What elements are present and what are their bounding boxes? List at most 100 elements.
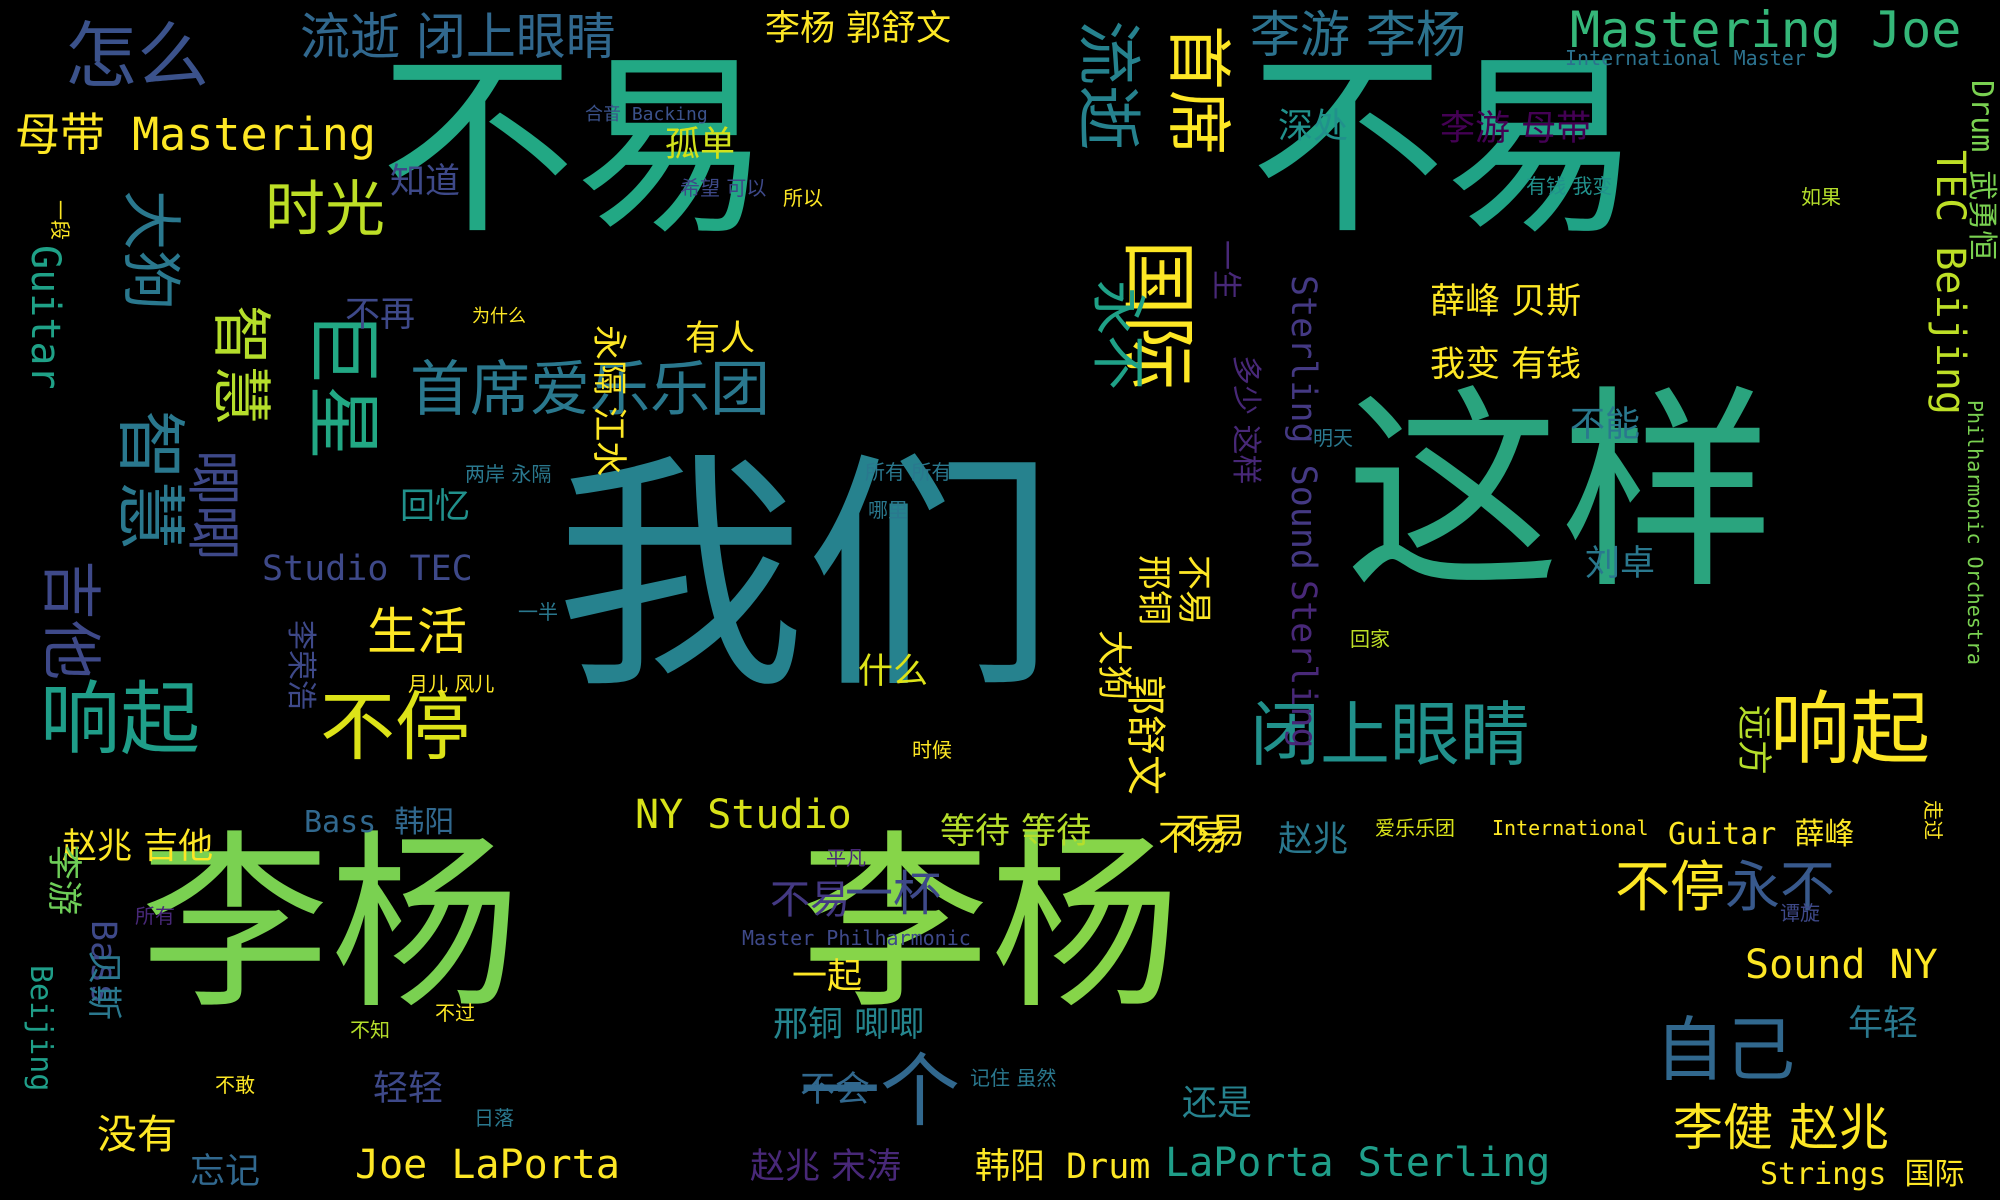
word-cloud-word: 李杨 bbox=[800, 814, 1181, 1035]
word-cloud-word: 明天 bbox=[1313, 426, 1353, 450]
word-cloud-word: 回忆 bbox=[400, 487, 471, 527]
word-cloud-word: 有钱 我变 bbox=[1526, 174, 1613, 198]
word-cloud-word: Joe LaPorta bbox=[355, 1142, 620, 1188]
word-cloud-word: 生活 bbox=[367, 603, 467, 661]
word-cloud-word: 一生 bbox=[1208, 240, 1243, 300]
word-cloud-word: 回家 bbox=[1350, 627, 1390, 651]
word-cloud-word: 平凡 bbox=[826, 846, 866, 870]
word-cloud-word: 怎么 bbox=[65, 14, 210, 98]
word-cloud-word: 我变 有钱 bbox=[1430, 345, 1582, 385]
word-cloud-word: 还是 bbox=[1182, 1084, 1253, 1124]
word-cloud-word: 不会 bbox=[800, 1070, 871, 1110]
word-cloud-word: Strings 国际 bbox=[1760, 1157, 1965, 1192]
word-cloud-word: 智慧 bbox=[205, 305, 275, 425]
word-cloud-word: Philharmonic Orchestra bbox=[1963, 400, 1987, 665]
word-cloud-word: International Master bbox=[1565, 46, 1806, 70]
word-cloud-word: 永隔 江水 bbox=[588, 325, 628, 477]
word-cloud-word: Guitar 薛峰 bbox=[1668, 817, 1855, 852]
word-cloud-word: 不知 bbox=[350, 1018, 390, 1042]
word-cloud-word: 不易 bbox=[380, 34, 770, 261]
word-cloud-word: 不能 bbox=[1570, 405, 1641, 445]
word-cloud-word: 合音 Backing bbox=[585, 104, 708, 125]
word-cloud-word: 忘记 bbox=[190, 1152, 261, 1192]
word-cloud-word: 我们 bbox=[555, 431, 1055, 722]
word-cloud-word: 李杨 郭舒文 bbox=[765, 9, 952, 49]
word-cloud-word: LaPorta Sterling bbox=[1165, 1140, 1551, 1186]
word-cloud-word: 多少 这样 bbox=[1228, 355, 1263, 485]
word-cloud-word: 两岸 永隔 bbox=[465, 462, 552, 486]
word-cloud-word: 不停 bbox=[320, 683, 471, 771]
word-cloud-word: 一个 bbox=[800, 1045, 960, 1138]
word-cloud-word: 赵兆 bbox=[1278, 820, 1349, 860]
word-cloud-word: 永不 bbox=[1086, 280, 1150, 391]
word-cloud-word: 郭舒文 bbox=[1122, 675, 1168, 795]
word-cloud-word: 不易 bbox=[770, 877, 850, 923]
word-cloud-word: 走过 bbox=[1921, 800, 1945, 840]
word-cloud-word: 没有 bbox=[97, 1112, 177, 1158]
word-cloud-word: 月儿 风儿 bbox=[408, 672, 495, 696]
word-cloud-word: 一杯 bbox=[845, 866, 942, 922]
word-cloud-word: 这样 bbox=[1345, 367, 1775, 618]
word-cloud-word: 年轻 bbox=[1848, 1004, 1919, 1044]
word-cloud-word: 响起 bbox=[40, 673, 200, 766]
word-cloud-word: 刘卓 bbox=[1585, 544, 1656, 584]
word-cloud-word: International bbox=[1492, 816, 1649, 840]
word-cloud-word: 有人 bbox=[685, 319, 756, 359]
word-cloud-word: 响起 bbox=[1770, 683, 1930, 776]
word-cloud-word: 知道 bbox=[390, 162, 461, 202]
word-cloud-word: 邢铜 唧唧 bbox=[773, 1005, 925, 1045]
word-cloud-word: 薛峰 贝斯 bbox=[1430, 282, 1582, 322]
word-cloud-word: 贝斯 bbox=[83, 950, 123, 1021]
word-cloud-word: 流逝 闭上眼睛 bbox=[300, 8, 616, 66]
word-cloud-word: 赵兆 宋涛 bbox=[750, 1147, 902, 1187]
word-cloud-word: 自己 bbox=[1655, 1009, 1795, 1091]
word-cloud-word: 远方 bbox=[1733, 705, 1773, 776]
word-cloud-word: 轻轻 bbox=[373, 1069, 444, 1109]
word-cloud-word: 所以 bbox=[783, 186, 823, 210]
word-cloud-word: 如果 bbox=[1801, 185, 1841, 209]
word-cloud-word: 一段 bbox=[48, 200, 72, 240]
word-cloud-word: Studio TEC bbox=[262, 549, 473, 589]
word-cloud-word: 唧唧 bbox=[181, 450, 245, 561]
word-cloud-word: Sterling bbox=[1283, 580, 1323, 749]
word-cloud-word: 李游 李杨 bbox=[1250, 6, 1466, 64]
word-cloud-word: 谭旋 bbox=[1780, 901, 1820, 925]
word-cloud-word: 希望 可以 bbox=[680, 176, 767, 200]
word-cloud-word: 孤单 bbox=[665, 125, 736, 165]
word-cloud-word: 母带 Mastering bbox=[15, 108, 376, 161]
word-cloud-word: 爱乐乐团 bbox=[1375, 816, 1455, 840]
word-cloud-word: 不停 bbox=[1615, 855, 1726, 919]
word-cloud-word: 不过 bbox=[435, 1001, 475, 1025]
word-cloud-word: 李游 bbox=[43, 845, 83, 916]
word-cloud-word: 首席 bbox=[1160, 25, 1235, 156]
word-cloud-word: 所有 所有 bbox=[865, 460, 952, 484]
word-cloud-word: 韩阳 Drum bbox=[975, 1147, 1151, 1187]
word-cloud-word: 时光 bbox=[265, 175, 385, 245]
word-cloud-word: 邢铜 bbox=[1133, 555, 1173, 626]
word-cloud-word: 李游 母带 bbox=[1440, 109, 1592, 149]
word-cloud-word: 首席爱乐乐团 bbox=[410, 355, 770, 425]
word-cloud-word: 李健 赵兆 bbox=[1673, 1099, 1889, 1157]
word-cloud-word: Guitar bbox=[22, 245, 68, 390]
word-cloud-word: 所有 bbox=[135, 904, 175, 928]
word-cloud-word: 不再 bbox=[345, 295, 416, 335]
word-cloud-word: Sterling Sound bbox=[1283, 275, 1323, 571]
word-cloud-word: 不易 bbox=[1250, 34, 1640, 261]
word-cloud-word: Beijing bbox=[23, 965, 58, 1092]
word-cloud-word: Drum 武勇恒 bbox=[1964, 80, 1999, 261]
word-cloud-word: 闭上眼睛 bbox=[1250, 694, 1530, 776]
word-cloud-word: 大狗 bbox=[115, 190, 185, 310]
word-cloud-word: Bass 韩阳 bbox=[304, 805, 455, 840]
word-cloud-word: 流逝 bbox=[1070, 20, 1145, 151]
word-cloud-word: 李荣浩 bbox=[283, 620, 318, 710]
word-cloud-word: 什么 bbox=[858, 652, 929, 692]
word-cloud-word: 赵兆 吉他 bbox=[62, 827, 214, 867]
word-cloud-word: 日落 bbox=[474, 1106, 514, 1130]
word-cloud-word: Sound NY bbox=[1745, 942, 1938, 988]
word-cloud-word: 不易 bbox=[1175, 812, 1246, 852]
word-cloud-word: 为什么 bbox=[472, 306, 526, 327]
word-cloud-word: Mastering Joe bbox=[1570, 1, 1962, 59]
word-cloud-word: Master Philharmonic bbox=[742, 926, 971, 950]
word-cloud-word: 李杨 bbox=[140, 814, 521, 1035]
